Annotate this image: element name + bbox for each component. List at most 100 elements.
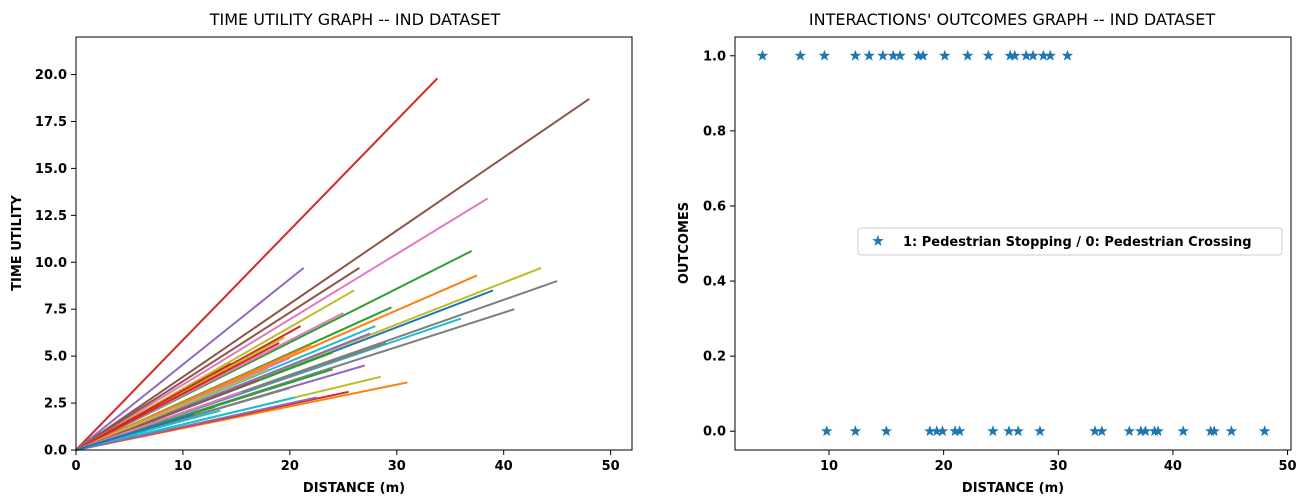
x-tick-label: 10 bbox=[174, 459, 192, 474]
x-tick-label: 40 bbox=[1164, 459, 1182, 474]
data-point-star bbox=[1096, 425, 1108, 437]
series-line bbox=[75, 77, 439, 451]
data-point-star bbox=[1123, 425, 1136, 437]
series-line bbox=[75, 396, 317, 451]
chart-title: TIME UTILITY GRAPH -- IND DATASET bbox=[209, 10, 501, 29]
data-point-star bbox=[1003, 425, 1015, 437]
data-point-star bbox=[939, 49, 951, 61]
y-tick-label: 5.0 bbox=[44, 350, 67, 365]
data-point-star bbox=[887, 49, 899, 61]
series-line bbox=[75, 197, 489, 451]
series-group bbox=[75, 77, 590, 451]
data-point-star bbox=[1004, 49, 1016, 61]
legend-box bbox=[857, 227, 1283, 256]
x-tick-label: 40 bbox=[495, 459, 513, 474]
data-point-star bbox=[1020, 49, 1032, 61]
y-tick-label: 2.5 bbox=[44, 397, 67, 412]
x-tick-label: 50 bbox=[602, 459, 620, 474]
legend-star-icon bbox=[872, 235, 884, 246]
series-group bbox=[756, 49, 1271, 437]
y-axis-label: TIME UTILITY bbox=[10, 195, 25, 291]
data-point-star bbox=[1037, 49, 1050, 61]
data-point-star bbox=[931, 425, 943, 437]
data-point-star bbox=[912, 49, 925, 61]
series-line bbox=[75, 362, 232, 451]
series-line bbox=[75, 413, 194, 451]
data-point-star bbox=[849, 49, 862, 61]
data-point-star bbox=[756, 49, 769, 61]
y-axis-ticks: 0.0 0.2 0.4 0.6 0.8 1.0 bbox=[703, 49, 735, 440]
chart-title: INTERACTIONS' OUTCOMES GRAPH -- IND DATA… bbox=[809, 10, 1215, 29]
y-axis-label: OUTCOMES bbox=[677, 202, 692, 284]
y-tick-label: 0.0 bbox=[703, 425, 726, 440]
x-tick-label: 30 bbox=[1049, 459, 1067, 474]
x-axis-ticks: 0 10 20 30 40 50 bbox=[71, 450, 620, 474]
series-line bbox=[75, 267, 305, 451]
data-point-star bbox=[1258, 425, 1271, 437]
y-tick-label: 0.2 bbox=[703, 350, 726, 365]
data-point-star bbox=[962, 49, 974, 61]
x-axis-label: DISTANCE (m) bbox=[962, 481, 1064, 496]
data-point-star bbox=[1177, 425, 1189, 437]
y-tick-label: 1.0 bbox=[703, 49, 726, 64]
plot-frame bbox=[734, 36, 1292, 451]
data-point-star bbox=[880, 425, 893, 437]
data-point-star bbox=[1139, 425, 1152, 437]
y-tick-label: 0.8 bbox=[703, 124, 726, 139]
x-tick-label: 50 bbox=[1279, 459, 1297, 474]
data-point-star bbox=[877, 49, 889, 61]
y-axis-ticks: 0.0 2.5 5.0 7.5 10.0 12.5 15.0 17.5 20.0 bbox=[35, 68, 76, 459]
y-tick-label: 17.5 bbox=[35, 115, 67, 130]
y-tick-label: 0.4 bbox=[703, 275, 726, 290]
y-tick-label: 12.5 bbox=[35, 209, 67, 224]
x-tick-label: 20 bbox=[281, 459, 299, 474]
x-axis-ticks: 10 20 30 40 50 bbox=[820, 450, 1297, 474]
data-point-star bbox=[863, 49, 875, 61]
legend-marker bbox=[872, 235, 884, 246]
legend-label: 1: Pedestrian Stopping / 0: Pedestrian C… bbox=[903, 235, 1252, 250]
data-point-star bbox=[1089, 425, 1101, 437]
x-tick-label: 10 bbox=[820, 459, 838, 474]
data-point-star bbox=[982, 49, 995, 61]
data-point-star bbox=[1225, 425, 1238, 437]
data-point-star bbox=[794, 49, 807, 61]
data-point-star bbox=[1208, 425, 1220, 437]
data-point-star bbox=[917, 49, 929, 61]
time-utility-chart: TIME UTILITY GRAPH -- IND DATASET 0 10 20 3… bbox=[10, 10, 633, 496]
x-axis-label: DISTANCE (m) bbox=[303, 481, 405, 496]
y-tick-label: 15.0 bbox=[35, 162, 67, 177]
outcomes-chart: INTERACTIONS' OUTCOMES GRAPH -- IND DATA… bbox=[677, 10, 1297, 496]
y-tick-label: 0.0 bbox=[44, 444, 67, 459]
data-point-star bbox=[1061, 49, 1074, 61]
data-point-star bbox=[936, 425, 949, 437]
data-point-star bbox=[1009, 49, 1021, 61]
y-tick-label: 7.5 bbox=[44, 303, 67, 318]
data-point-star bbox=[894, 49, 906, 61]
x-tick-label: 30 bbox=[388, 459, 406, 474]
data-point-star bbox=[924, 425, 936, 437]
data-point-star bbox=[1012, 425, 1024, 437]
x-tick-label: 0 bbox=[71, 459, 80, 474]
data-point-star bbox=[987, 425, 999, 437]
data-point-star bbox=[953, 425, 966, 437]
data-point-star bbox=[1034, 425, 1046, 437]
data-point-star bbox=[1027, 49, 1039, 61]
series-line bbox=[75, 98, 590, 451]
series-line bbox=[75, 368, 269, 451]
data-point-star bbox=[821, 425, 833, 437]
data-point-star bbox=[949, 425, 961, 437]
plot-frame bbox=[75, 36, 633, 451]
legend: 1: Pedestrian Stopping / 0: Pedestrian C… bbox=[857, 227, 1283, 256]
y-tick-label: 0.6 bbox=[703, 199, 726, 214]
y-tick-label: 20.0 bbox=[35, 68, 67, 83]
data-point-star bbox=[849, 425, 862, 437]
x-tick-label: 20 bbox=[935, 459, 953, 474]
data-point-star bbox=[1044, 49, 1056, 61]
series-line bbox=[75, 267, 360, 451]
y-tick-label: 10.0 bbox=[35, 256, 67, 271]
data-point-star bbox=[818, 49, 831, 61]
data-point-star bbox=[1135, 425, 1147, 437]
data-point-star bbox=[1152, 425, 1164, 437]
series-line bbox=[75, 390, 243, 451]
